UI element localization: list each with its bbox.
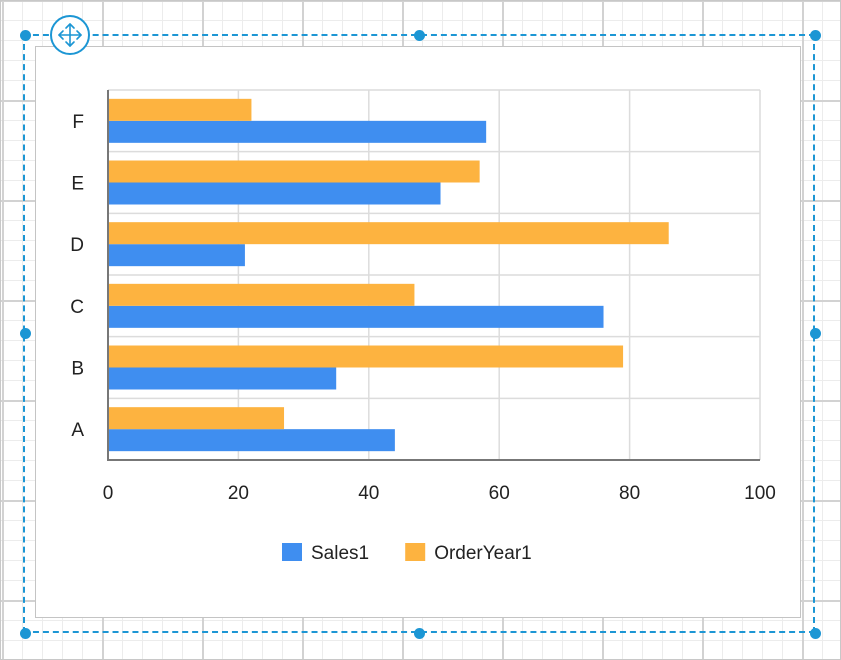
y-tick-label: C xyxy=(70,297,84,318)
chart-labels: A B C D E F 0 20 40 60 80 100 xyxy=(70,112,776,504)
y-tick-label: D xyxy=(70,235,84,256)
chart-axes xyxy=(107,90,760,461)
legend-swatch-sales1 xyxy=(282,543,302,561)
x-tick-label: 80 xyxy=(619,483,640,504)
resize-handle-bottom-left[interactable] xyxy=(19,627,31,639)
bar-sales1-f[interactable] xyxy=(108,120,487,143)
x-tick-label: 100 xyxy=(744,483,776,504)
bar-sales1-e[interactable] xyxy=(108,182,441,205)
resize-handle-bottom-center[interactable] xyxy=(413,627,425,639)
y-tick-label: F xyxy=(72,112,84,133)
bar-sales1-c[interactable] xyxy=(108,305,604,328)
y-tick-label: E xyxy=(71,174,84,195)
bar-orderyear1-a[interactable] xyxy=(108,407,285,430)
y-tick-label: A xyxy=(71,420,84,441)
move-handle[interactable] xyxy=(50,15,90,55)
bar-sales1-a[interactable] xyxy=(108,429,395,452)
chart-gridlines xyxy=(107,89,761,461)
chart-legend: Sales1 OrderYear1 xyxy=(282,543,532,564)
bar-orderyear1-d[interactable] xyxy=(108,222,669,245)
resize-handle-middle-left[interactable] xyxy=(19,327,31,339)
resize-handle-middle-right[interactable] xyxy=(809,327,821,339)
bar-orderyear1-b[interactable] xyxy=(108,345,624,368)
resize-handle-bottom-right[interactable] xyxy=(809,627,821,639)
legend-label-sales1: Sales1 xyxy=(311,543,369,564)
legend-swatch-orderyear1 xyxy=(405,543,426,561)
legend-label-orderyear1: OrderYear1 xyxy=(434,543,532,564)
bar-sales1-d[interactable] xyxy=(108,244,245,267)
resize-handle-top-center[interactable] xyxy=(413,29,425,41)
x-tick-label: 40 xyxy=(358,483,379,504)
x-tick-label: 60 xyxy=(489,483,510,504)
resize-handle-top-right[interactable] xyxy=(809,29,821,41)
resize-handle-top-left[interactable] xyxy=(19,29,31,41)
bar-sales1-b[interactable] xyxy=(108,367,337,390)
bar-orderyear1-f[interactable] xyxy=(108,98,252,121)
bar-orderyear1-e[interactable] xyxy=(108,160,480,183)
y-tick-label: B xyxy=(71,359,84,380)
chart-bars xyxy=(108,98,669,452)
x-tick-label: 0 xyxy=(103,483,114,504)
bar-orderyear1-c[interactable] xyxy=(108,283,415,306)
x-tick-label: 20 xyxy=(228,483,249,504)
move-arrows-icon xyxy=(58,23,82,47)
